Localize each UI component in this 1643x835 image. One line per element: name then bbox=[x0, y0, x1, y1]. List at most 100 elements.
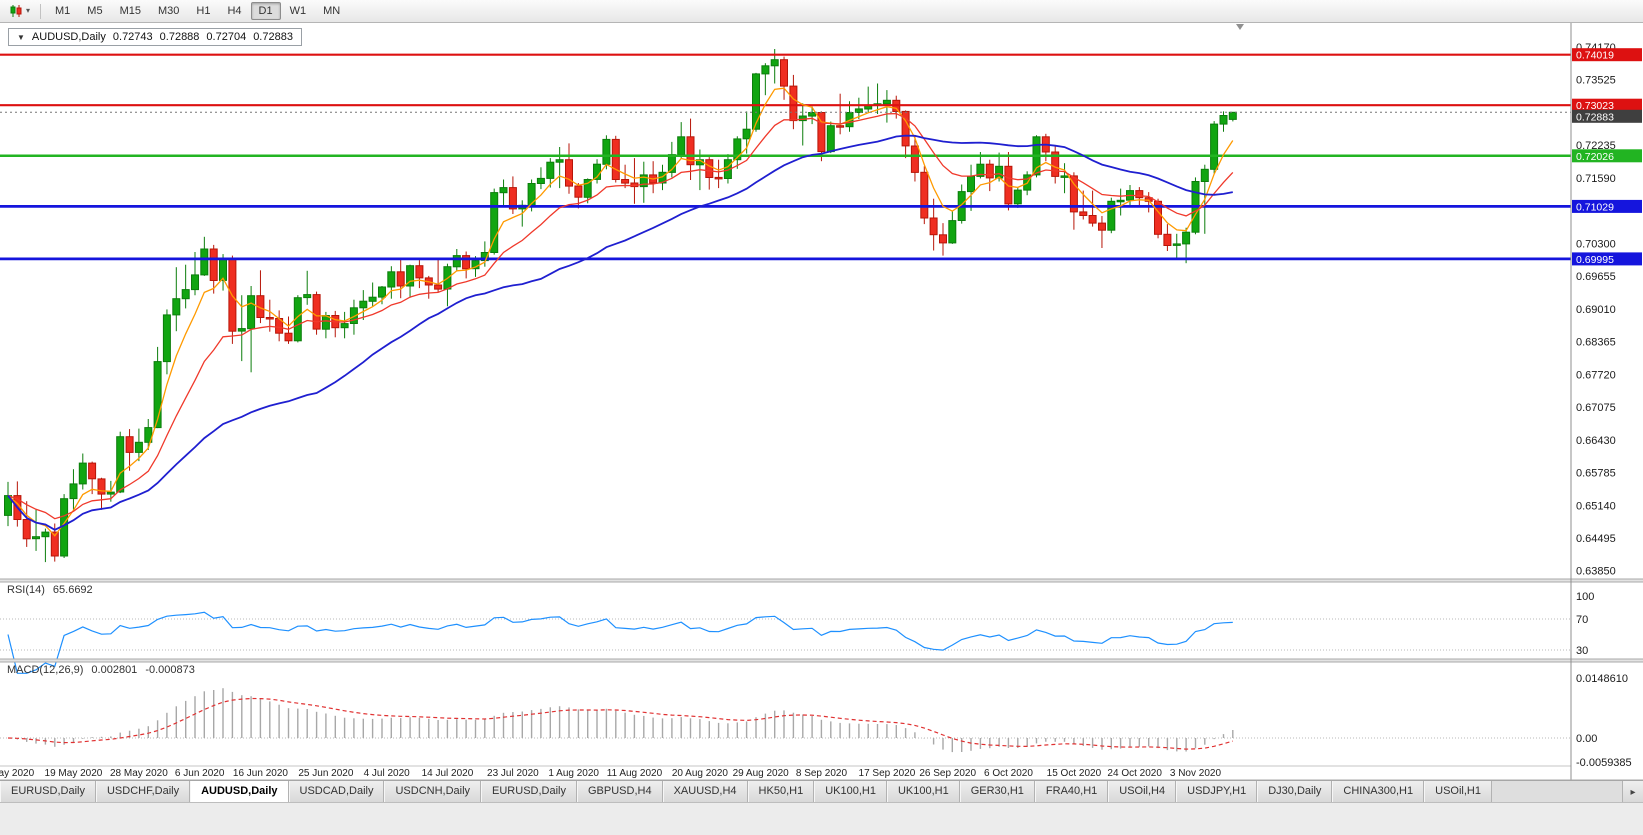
chart-tab-xauusd-h4[interactable]: XAUUSD,H4 bbox=[662, 781, 748, 803]
price-tick-label: 0.72235 bbox=[1576, 140, 1616, 152]
timeframe-button-m1[interactable]: M1 bbox=[55, 5, 71, 17]
chart-tab-bar: EURUSD,Daily USDCHF,Daily AUDUSD,Daily USDC… bbox=[0, 780, 1643, 803]
candle bbox=[1004, 152, 1013, 211]
candle bbox=[854, 97, 863, 120]
candle bbox=[499, 179, 508, 207]
candle bbox=[1228, 111, 1237, 122]
price-badge-label: 0.72883 bbox=[1576, 111, 1614, 123]
timeframe-button-group: M1 M5 M15 M30 H1 H4 D1 W1 MN bbox=[47, 2, 348, 20]
price-axis-badge: 0.72026 bbox=[1572, 149, 1642, 163]
date-axis-label: 6 Oct 2020 bbox=[984, 768, 1033, 779]
candlestick-chart-icon bbox=[10, 5, 22, 17]
date-axis-label: 8 Sep 2020 bbox=[796, 768, 848, 779]
candle bbox=[1219, 111, 1228, 132]
candle bbox=[1182, 227, 1191, 264]
candle bbox=[200, 236, 209, 276]
chart-type-button[interactable]: ▾ bbox=[5, 3, 34, 19]
date-axis-label: 4 Jul 2020 bbox=[364, 768, 411, 779]
timeframe-button-h4[interactable]: H4 bbox=[227, 5, 242, 17]
candle bbox=[462, 251, 471, 279]
timeframe-button-m5[interactable]: M5 bbox=[87, 5, 103, 17]
chart-tab-gbpusd-h4[interactable]: GBPUSD,H4 bbox=[577, 781, 663, 803]
macd-main-value: 0.002801 bbox=[91, 664, 138, 676]
candle bbox=[621, 164, 630, 189]
chart-tab-china300-h1[interactable]: CHINA300,H1 bbox=[1332, 781, 1425, 803]
timeframe-button-w1[interactable]: W1 bbox=[289, 5, 307, 17]
candle bbox=[144, 419, 153, 450]
macd-indicator-label: MACD(12,26,9) 0.002801 -0.000873 bbox=[7, 664, 195, 676]
rsi-value: 65.6692 bbox=[52, 584, 93, 596]
price-tick-label: 0.63850 bbox=[1576, 566, 1616, 578]
date-axis-label: 26 Sep 2020 bbox=[919, 768, 976, 779]
candle bbox=[387, 266, 396, 299]
rsi-line bbox=[7, 611, 1233, 674]
chart-tab-usdchf-daily[interactable]: USDCHF,Daily bbox=[95, 781, 191, 803]
timeframe-button-mn[interactable]: MN bbox=[323, 5, 341, 17]
chart-tab-hk50-h1[interactable]: HK50,H1 bbox=[747, 781, 815, 803]
price-badge-label: 0.73023 bbox=[1576, 100, 1614, 112]
candle bbox=[41, 528, 50, 563]
date-axis-label: 14 Jul 2020 bbox=[422, 768, 474, 779]
chart-tab-eurusd-daily[interactable]: EURUSD,Daily bbox=[481, 781, 577, 803]
tabs-scroll-right-button[interactable]: ▸ bbox=[1622, 781, 1643, 803]
candle bbox=[284, 316, 293, 344]
chart-tab-ger30-h1[interactable]: GER30,H1 bbox=[959, 781, 1035, 803]
timeframe-button-m30[interactable]: M30 bbox=[157, 5, 180, 17]
candle bbox=[555, 147, 564, 189]
candle bbox=[359, 290, 368, 320]
candle bbox=[209, 244, 218, 294]
candle bbox=[396, 259, 405, 299]
candle bbox=[78, 453, 87, 490]
candle bbox=[546, 158, 555, 188]
candle bbox=[761, 63, 770, 96]
price-tick-label: 0.73525 bbox=[1576, 75, 1616, 87]
chart-tab-audusd-daily[interactable]: AUDUSD,Daily bbox=[190, 781, 289, 803]
candle bbox=[22, 501, 31, 547]
candle bbox=[639, 161, 648, 203]
chart-tab-usdcad-daily[interactable]: USDCAD,Daily bbox=[288, 781, 385, 803]
chart-tab-usoil-h4[interactable]: USOil,H4 bbox=[1108, 781, 1177, 803]
candle bbox=[1051, 145, 1060, 184]
candle bbox=[1154, 198, 1162, 239]
candle bbox=[153, 346, 162, 429]
chart-tab-uk100-h1[interactable]: UK100,H1 bbox=[886, 781, 960, 803]
chart-tab-usdjpy-h1[interactable]: USDJPY,H1 bbox=[1176, 781, 1258, 803]
panel-divider[interactable] bbox=[0, 578, 1643, 583]
candle bbox=[1060, 163, 1069, 194]
date-axis-label: 3 Nov 2020 bbox=[1170, 768, 1222, 779]
candle bbox=[1069, 172, 1078, 230]
date-axis-label: 9 May 2020 bbox=[0, 768, 35, 779]
chart-tab-usoil-h1[interactable]: USOil,H1 bbox=[1424, 781, 1492, 803]
date-axis-label: 16 Jun 2020 bbox=[233, 768, 288, 779]
rsi-tick-label: 30 bbox=[1576, 645, 1588, 657]
chart-title-chip[interactable]: ▼ AUDUSD,Daily 0.72743 0.72888 0.72704 0… bbox=[8, 28, 302, 46]
chart-tab-dj30-daily[interactable]: DJ30,Daily bbox=[1257, 781, 1333, 803]
candle bbox=[948, 210, 957, 244]
candle bbox=[172, 267, 181, 332]
timeframe-button-d1[interactable]: D1 bbox=[250, 2, 281, 20]
date-axis-label: 11 Aug 2020 bbox=[607, 768, 663, 779]
price-axis-badge: 0.69995 bbox=[1572, 252, 1642, 266]
chart-tab-uk100-h1[interactable]: UK100,H1 bbox=[814, 781, 887, 803]
candle bbox=[826, 121, 835, 154]
timeframe-button-h1[interactable]: H1 bbox=[196, 5, 211, 17]
chart-tab-usdcnh-daily[interactable]: USDCNH,Daily bbox=[384, 781, 482, 803]
candle bbox=[780, 56, 788, 100]
macd-tick-label: 0.00 bbox=[1576, 733, 1597, 745]
candle bbox=[565, 143, 573, 194]
candle bbox=[490, 188, 499, 255]
date-axis-label: 1 Aug 2020 bbox=[548, 768, 599, 779]
candle bbox=[162, 309, 171, 375]
candle bbox=[116, 431, 125, 494]
candle bbox=[228, 255, 237, 344]
chart-tab-eurusd-daily[interactable]: EURUSD,Daily bbox=[0, 781, 96, 803]
candle bbox=[1172, 233, 1181, 259]
candle bbox=[312, 291, 321, 335]
price-badge-label: 0.72026 bbox=[1576, 151, 1614, 163]
candle bbox=[340, 311, 349, 339]
panel-divider[interactable] bbox=[0, 658, 1643, 663]
timeframe-button-m15[interactable]: M15 bbox=[119, 5, 141, 17]
chart-tab-fra40-h1[interactable]: FRA40,H1 bbox=[1034, 781, 1109, 803]
